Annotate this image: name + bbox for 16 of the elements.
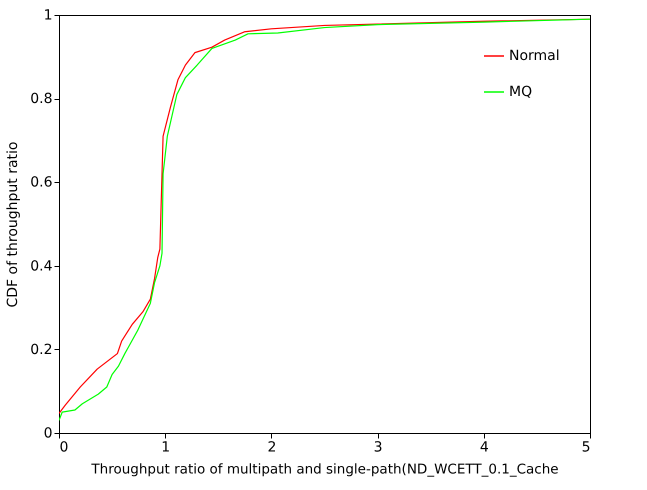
legend-label: Normal: [509, 48, 560, 64]
y-tick-label: 1: [44, 8, 52, 24]
x-tick-label: 3: [374, 440, 383, 456]
y-axis-title: CDF of throughput ratio: [5, 142, 22, 308]
x-tick-label: 0: [60, 440, 68, 456]
x-axis-title: Throughput ratio of multipath and single-path(ND_WCETT_0.1_Cache: [90, 462, 559, 478]
x-tick-label: 4: [480, 440, 489, 456]
x-tick-label: 2: [267, 440, 276, 456]
x-tick-label: 1: [161, 440, 170, 456]
y-tick-label: 0: [44, 426, 52, 442]
y-tick-label: 0.6: [30, 174, 53, 191]
y-tick-label: 0.4: [30, 258, 53, 274]
y-tick-label: 0.8: [30, 91, 52, 108]
y-tick-label: 0.2: [30, 342, 52, 358]
x-tick-label: 5: [582, 440, 590, 456]
legend-label: MQ: [509, 84, 532, 100]
